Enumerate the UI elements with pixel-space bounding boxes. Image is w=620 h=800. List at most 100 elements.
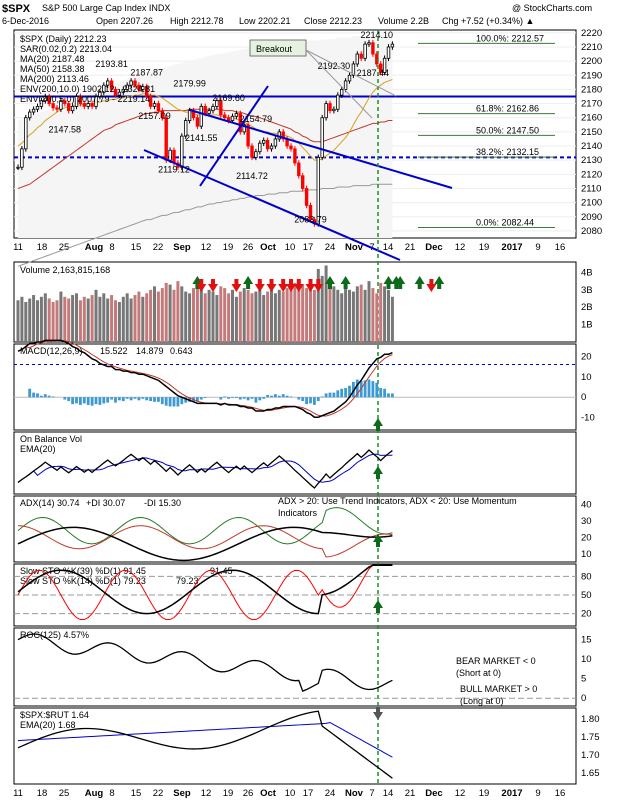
macd-y-tick-label: 10: [581, 372, 592, 383]
candle-body: [129, 80, 133, 86]
volume-bar: [379, 282, 383, 342]
volume-bar: [367, 281, 371, 342]
volume-bar: [203, 293, 207, 342]
volume-bar: [180, 286, 184, 342]
price-annotation: 2187.87: [130, 67, 163, 77]
volume-bar: [305, 288, 309, 342]
volume-sell-arrow: [208, 279, 218, 292]
x-tick-label-bottom: 25: [59, 788, 70, 799]
candle-body: [164, 117, 168, 161]
volume-bar: [188, 293, 192, 342]
indicator-panels: 2080209021002110212021302140215021602170…: [13, 28, 602, 799]
macd-hist-bar: [297, 397, 301, 400]
macd-hist-bar: [383, 388, 386, 398]
candle-body: [35, 106, 40, 110]
x-tick-label-top: 15: [131, 242, 142, 253]
macd-hist-bar: [28, 388, 32, 398]
volume-bar: [293, 282, 297, 342]
macd-hist-bar: [231, 397, 234, 399]
volume-bar: [28, 298, 32, 342]
candle-body: [141, 86, 145, 90]
macd-hist-bar: [242, 397, 246, 399]
x-tick-label-bottom: Sep: [173, 788, 191, 799]
roc-legend: ROC(125) 4.57%: [20, 630, 89, 640]
volume-bar: [195, 282, 199, 342]
macd-hist-bar: [355, 379, 359, 398]
macd-hist-bar: [316, 397, 320, 402]
macd-hist-bar: [168, 397, 172, 407]
volume-legend: Volume 2,163,815,168: [20, 265, 110, 275]
volume-bar: [39, 296, 43, 342]
x-tick-label-bottom: 15: [131, 788, 142, 799]
volume-bar: [359, 284, 363, 342]
price-y-tick-label: 2130: [581, 155, 602, 166]
candle-body: [106, 80, 110, 86]
candle-body: [242, 124, 246, 133]
obv-legend-name: On Balance Vol: [20, 434, 82, 444]
x-tick-label-top: 12: [201, 242, 212, 253]
roc-note-bear: BEAR MARKET < 0: [456, 656, 536, 666]
candle-body: [63, 100, 67, 104]
volume-y-tick-label: 3B: [581, 285, 593, 296]
candle-body: [281, 131, 285, 140]
x-tick-label-top: 16: [555, 242, 566, 253]
x-tick-label-top: 2017: [501, 242, 522, 253]
volume-bar: [231, 289, 234, 342]
price-legend-item: MA(20) 2187.48: [20, 54, 85, 64]
x-tick-label-top: Dec: [425, 242, 442, 253]
candle-body: [43, 96, 47, 102]
price-y-tick-label: 2100: [581, 198, 602, 209]
header-name: S&P 500 Large Cap Index INDX: [42, 3, 170, 13]
macd-hist-bar: [141, 397, 145, 399]
x-tick-label-top: 24: [325, 242, 336, 253]
candle-body: [261, 139, 266, 144]
volume-bar: [363, 289, 367, 342]
x-tick-label-top: 8: [109, 242, 114, 253]
volume-bar: [67, 298, 71, 342]
macd-hist-bar: [281, 394, 285, 398]
signal-arrow: [373, 466, 383, 479]
volume-bar: [86, 298, 90, 342]
volume-bar: [164, 282, 168, 342]
macd-hist-bar: [375, 382, 379, 398]
candle-body: [273, 138, 278, 147]
price-y-tick-label: 2220: [581, 28, 602, 39]
roc-note-bull: BULL MARKET > 0: [460, 684, 537, 694]
volume-bar: [55, 300, 59, 342]
volume-bar: [344, 282, 348, 342]
volume-sell-arrow: [196, 279, 207, 292]
volume-bar: [281, 291, 285, 342]
sto-legend-39: Slow STO %K(39) %D(1) 91.45: [20, 566, 146, 576]
macd-hist-bar: [352, 381, 355, 398]
candle-body: [148, 96, 153, 107]
candle-body: [113, 89, 118, 96]
macd-hist-bar: [262, 397, 266, 399]
x-tick-label-bottom: 19: [479, 788, 490, 799]
candle-body: [94, 96, 98, 107]
candle-body: [180, 135, 184, 168]
volume-bar: [141, 296, 145, 342]
price-annotation: 2083.79: [294, 215, 327, 225]
panel-frame-ratio: [13, 707, 577, 785]
candle-body: [67, 103, 71, 112]
candle-body: [172, 149, 176, 164]
candle-body: [238, 113, 242, 133]
ratio-y-tick-label: 1.65: [581, 768, 600, 779]
x-tick-label-top: 11: [13, 242, 23, 253]
header-low: Low 2202.21: [239, 16, 291, 26]
volume-sell-arrow: [305, 279, 316, 292]
volume-bar: [117, 302, 121, 342]
candle-body: [320, 117, 324, 158]
macd-hist-bar: [328, 392, 332, 398]
macd-hist-bar: [320, 396, 324, 398]
candle-body: [16, 166, 20, 169]
macd-hist-bar: [67, 397, 71, 402]
macd-hist-bar: [301, 397, 305, 402]
roc-note-bull-sub: (Long at 0): [460, 696, 504, 706]
candle-body: [86, 103, 90, 107]
volume-bar: [309, 286, 312, 342]
fib-level-label: 100.0%: 2212.57: [476, 33, 544, 43]
roc-y-tick-label: 0: [581, 693, 586, 704]
roc-y-tick-label: 15: [581, 635, 592, 646]
x-tick-label-top: 19: [479, 242, 490, 253]
